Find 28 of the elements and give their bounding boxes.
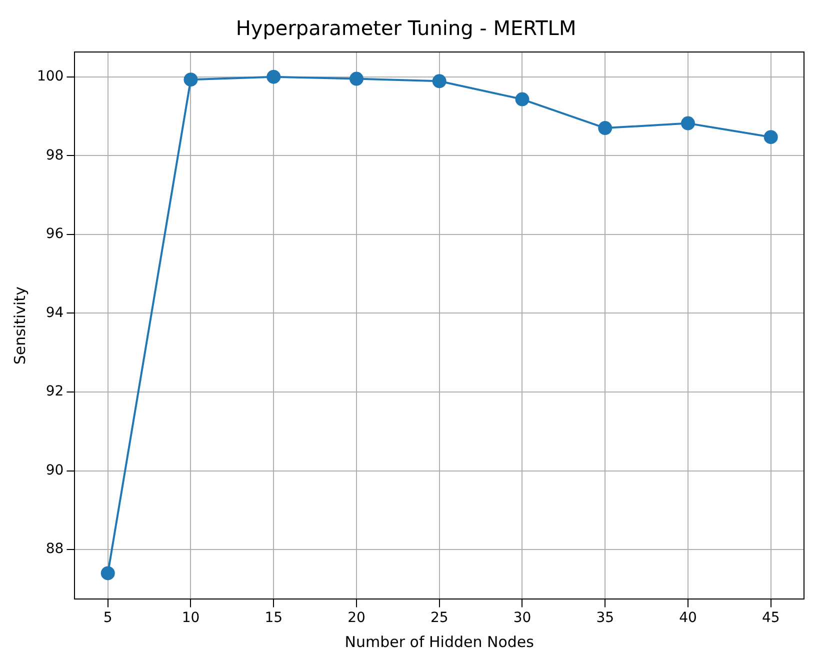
x-tick-label: 30	[513, 610, 532, 626]
point	[349, 72, 364, 86]
y-tick-label: 92	[46, 384, 64, 400]
x-tick-label: 15	[264, 610, 283, 626]
point	[680, 116, 695, 130]
chart-title: Hyperparameter Tuning - MERTLM	[236, 16, 576, 40]
x-tick-label: 10	[182, 610, 200, 626]
x-tick-label: 40	[679, 610, 697, 626]
y-tick-label: 98	[46, 147, 64, 164]
point	[100, 566, 115, 580]
point	[515, 92, 530, 106]
x-tick-label: 35	[596, 610, 614, 626]
x-axis-title: Number of Hidden Nodes	[344, 632, 534, 651]
point	[184, 72, 198, 87]
x-tick-label: 5	[103, 610, 112, 626]
point	[598, 121, 612, 136]
y-tick-label: 96	[46, 226, 64, 242]
y-tick-label: 90	[46, 462, 64, 478]
point	[266, 70, 281, 84]
x-tick-label: 25	[430, 610, 448, 626]
y-axis-title: Sensitivity	[10, 286, 29, 365]
x-tick-label: 20	[348, 610, 366, 626]
x-tick-label: 45	[762, 610, 780, 626]
y-tick-label: 88	[46, 541, 64, 558]
point	[432, 74, 446, 88]
y-tick-label: 100	[36, 68, 64, 84]
y-tick-label: 94	[46, 304, 64, 321]
point	[764, 130, 778, 144]
